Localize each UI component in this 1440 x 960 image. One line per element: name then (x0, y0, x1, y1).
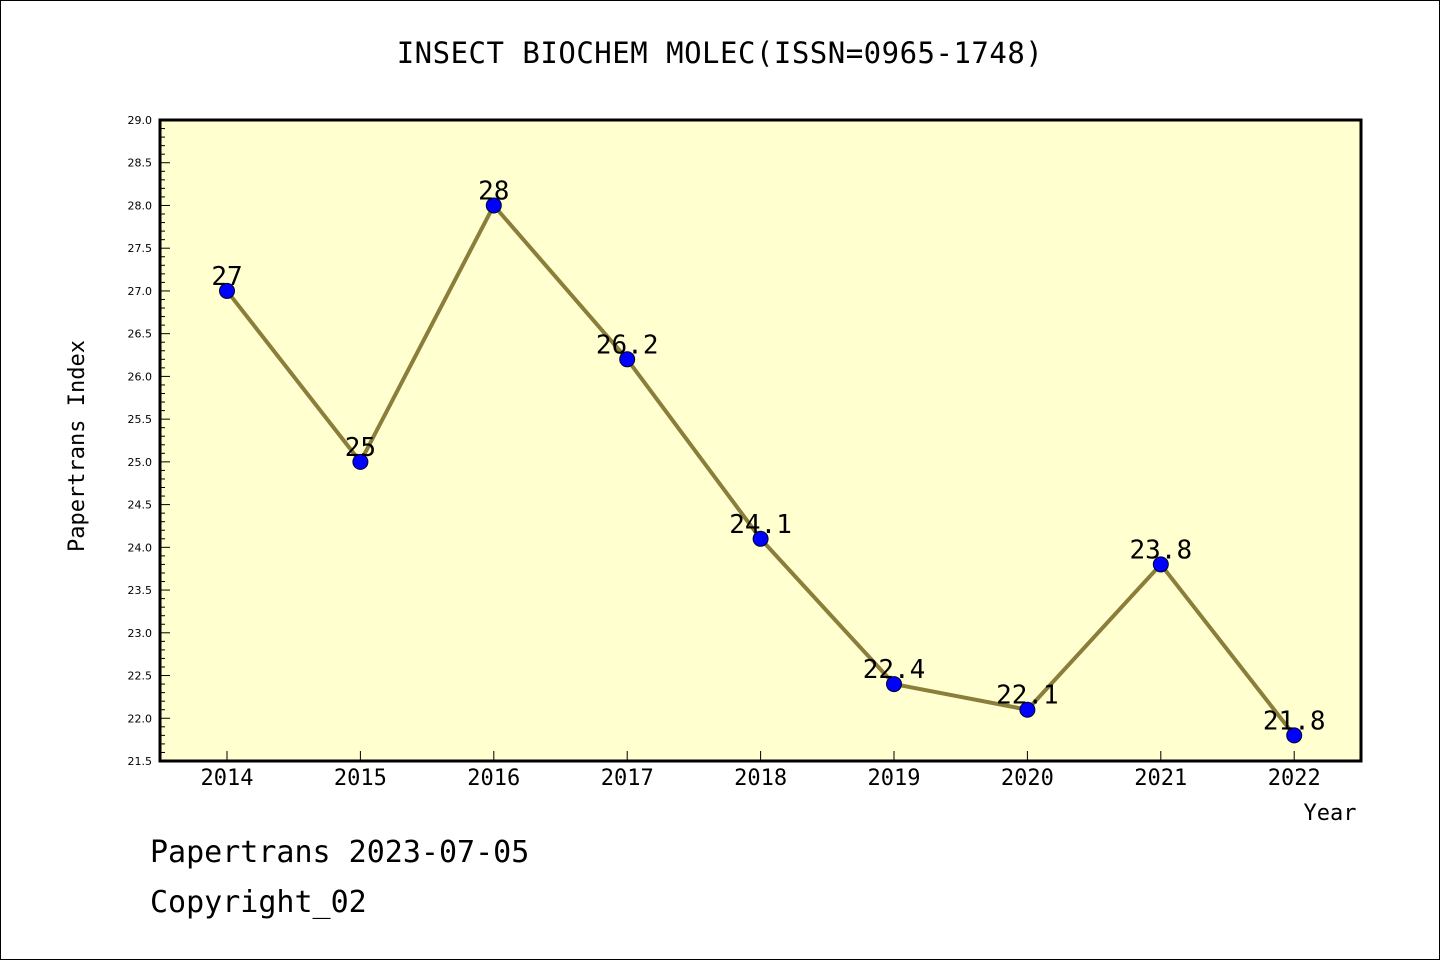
x-tick-label: 2017 (601, 766, 654, 791)
data-point (1019, 701, 1036, 718)
x-tick-label: 2016 (467, 766, 520, 791)
chart-title: INSECT BIOCHEM MOLEC(ISSN=0965-1748) (396, 36, 1044, 70)
y-tick-label: 28.0 (128, 199, 153, 212)
data-label: 26.2 (596, 330, 659, 360)
data-label: 23.8 (1129, 535, 1192, 565)
data-point (619, 351, 636, 368)
data-label: 22.1 (996, 681, 1059, 711)
data-point (1152, 556, 1169, 573)
data-label: 24.1 (729, 510, 792, 540)
y-tick-label: 23.5 (128, 584, 153, 597)
x-axis-ticks: 2014 2015 2016 2017 2018 2019 2020 2021 2022 (201, 751, 1321, 791)
y-tick-label: 29.0 (128, 114, 153, 127)
y-tick-label: 24.0 (128, 541, 153, 554)
data-labels: 27 25 28 26.2 24.1 22.4 22.1 23.8 21.8 (211, 176, 1325, 736)
y-tick-label: 24.5 (128, 499, 153, 512)
data-label: 27 (211, 262, 242, 292)
data-point (219, 282, 235, 299)
footer-date: Papertrans 2023-07-05 (150, 835, 530, 870)
data-label: 22.4 (863, 655, 926, 685)
y-tick-label: 22.0 (128, 712, 153, 725)
x-tick-label: 2021 (1134, 766, 1187, 791)
data-point (1286, 727, 1303, 744)
x-tick-label: 2019 (868, 766, 921, 791)
y-tick-label: 22.5 (128, 670, 153, 683)
y-axis-ticks: 21.5 22.0 22.5 23.0 23.5 24.0 24.5 25.0 25.5 26.0… (128, 114, 170, 768)
y-tick-label: 28.5 (128, 157, 153, 170)
x-tick-label: 2018 (734, 766, 787, 791)
data-point (752, 530, 769, 547)
y-tick-label: 26.0 (128, 370, 153, 383)
data-point (352, 453, 369, 470)
x-axis-title: Year (1304, 801, 1357, 826)
plot-border (158, 118, 1363, 763)
data-label: 25 (345, 433, 376, 463)
data-label: 28 (478, 176, 509, 206)
x-tick-label: 2020 (1001, 766, 1054, 791)
y-tick-label: 26.5 (128, 328, 153, 341)
footer-copyright: Copyright_02 (150, 885, 367, 920)
data-label: 21.8 (1263, 706, 1326, 736)
y-tick-label: 21.5 (128, 755, 153, 768)
x-tick-label: 2014 (201, 766, 254, 791)
y-tick-label: 23.0 (128, 627, 153, 640)
plot-area (160, 120, 1361, 761)
y-tick-label: 27.0 (128, 285, 153, 298)
y-tick-label: 25.0 (128, 456, 153, 469)
data-point (886, 676, 902, 693)
y-tick-label: 27.5 (128, 242, 153, 255)
data-point (485, 197, 502, 214)
x-tick-label: 2022 (1268, 766, 1321, 791)
data-markers (219, 197, 1303, 744)
x-tick-label: 2015 (334, 766, 387, 791)
y-tick-label: 25.5 (128, 413, 153, 426)
y-axis-title: Papertrans Index (65, 340, 90, 552)
